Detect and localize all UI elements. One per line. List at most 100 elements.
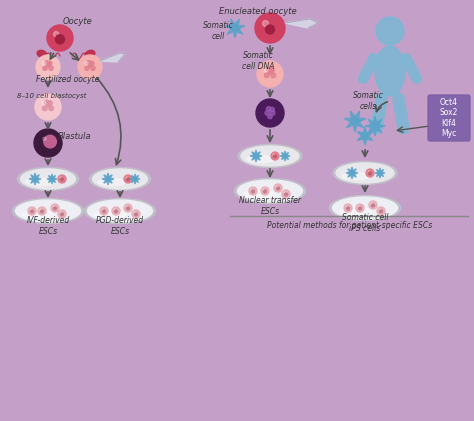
Ellipse shape [336,163,394,183]
Polygon shape [47,174,57,184]
Circle shape [352,118,358,124]
Circle shape [264,68,268,72]
Polygon shape [100,53,125,62]
Circle shape [54,207,56,210]
Circle shape [31,210,33,213]
Circle shape [46,102,50,107]
Ellipse shape [84,198,155,224]
Circle shape [112,207,120,215]
Circle shape [45,100,49,105]
Circle shape [356,204,364,212]
Circle shape [362,133,368,139]
Ellipse shape [94,210,127,218]
Circle shape [102,210,105,213]
Circle shape [44,135,56,148]
Circle shape [91,66,95,70]
Circle shape [261,187,269,195]
FancyArrowPatch shape [406,59,417,79]
Circle shape [41,210,44,213]
Text: Fertilized oocyte: Fertilized oocyte [36,75,100,83]
Text: Potential methods for patient-specific ESCs: Potential methods for patient-specific E… [267,221,433,229]
Ellipse shape [244,190,276,198]
Polygon shape [130,174,140,184]
Circle shape [28,207,36,215]
Circle shape [265,111,269,115]
Circle shape [43,137,46,141]
Ellipse shape [37,50,47,58]
Circle shape [251,189,253,191]
Text: Blastula: Blastula [58,131,92,141]
Ellipse shape [90,168,151,190]
Circle shape [263,21,268,27]
Text: 8–10 cell blastocyst: 8–10 cell blastocyst [18,93,87,99]
Circle shape [40,209,42,210]
Circle shape [55,35,64,44]
FancyArrowPatch shape [376,99,382,128]
Circle shape [43,61,46,65]
Circle shape [53,206,55,208]
Circle shape [106,177,110,181]
Circle shape [264,190,266,193]
Circle shape [124,204,132,212]
Circle shape [257,61,283,87]
Circle shape [276,186,278,188]
Circle shape [377,207,385,215]
Circle shape [249,187,257,195]
Circle shape [78,55,102,79]
Polygon shape [102,173,114,185]
Circle shape [42,101,46,105]
Ellipse shape [92,169,147,189]
Circle shape [47,25,73,51]
Circle shape [274,184,282,192]
Ellipse shape [85,50,95,58]
Polygon shape [375,168,385,178]
Ellipse shape [12,198,83,224]
FancyArrowPatch shape [363,59,374,79]
Circle shape [126,206,128,208]
Ellipse shape [329,195,401,221]
Polygon shape [344,111,366,132]
Circle shape [51,178,54,181]
Circle shape [34,129,62,157]
Ellipse shape [332,197,398,219]
Circle shape [46,62,50,67]
Circle shape [36,55,60,79]
Text: Somatic
cells: Somatic cells [353,91,383,111]
Circle shape [380,210,383,213]
Circle shape [60,212,62,213]
Circle shape [283,155,286,157]
Circle shape [271,111,275,115]
Polygon shape [365,116,385,136]
Circle shape [127,207,129,210]
Ellipse shape [20,169,75,189]
Circle shape [42,106,47,111]
Circle shape [48,61,52,66]
Circle shape [100,207,108,215]
Circle shape [134,212,136,213]
Circle shape [368,171,370,173]
Ellipse shape [235,179,306,203]
Circle shape [265,25,274,34]
Circle shape [273,154,274,156]
Circle shape [87,61,91,65]
Circle shape [61,213,64,216]
Circle shape [102,209,104,210]
Circle shape [126,177,128,179]
FancyArrowPatch shape [399,99,403,128]
Circle shape [273,155,276,158]
Text: Somatic cell
iPS cells: Somatic cell iPS cells [342,213,388,233]
Circle shape [30,209,32,210]
Ellipse shape [18,168,79,190]
Text: Nuclear transfer
ESCs: Nuclear transfer ESCs [239,196,301,216]
Text: Oocyte: Oocyte [63,16,93,26]
Circle shape [379,171,382,174]
Polygon shape [285,19,318,28]
Circle shape [127,178,129,181]
Circle shape [114,209,116,210]
Circle shape [60,177,62,179]
Circle shape [372,123,378,129]
Circle shape [270,68,274,72]
Circle shape [277,187,279,190]
Circle shape [43,66,47,70]
Circle shape [132,210,140,218]
